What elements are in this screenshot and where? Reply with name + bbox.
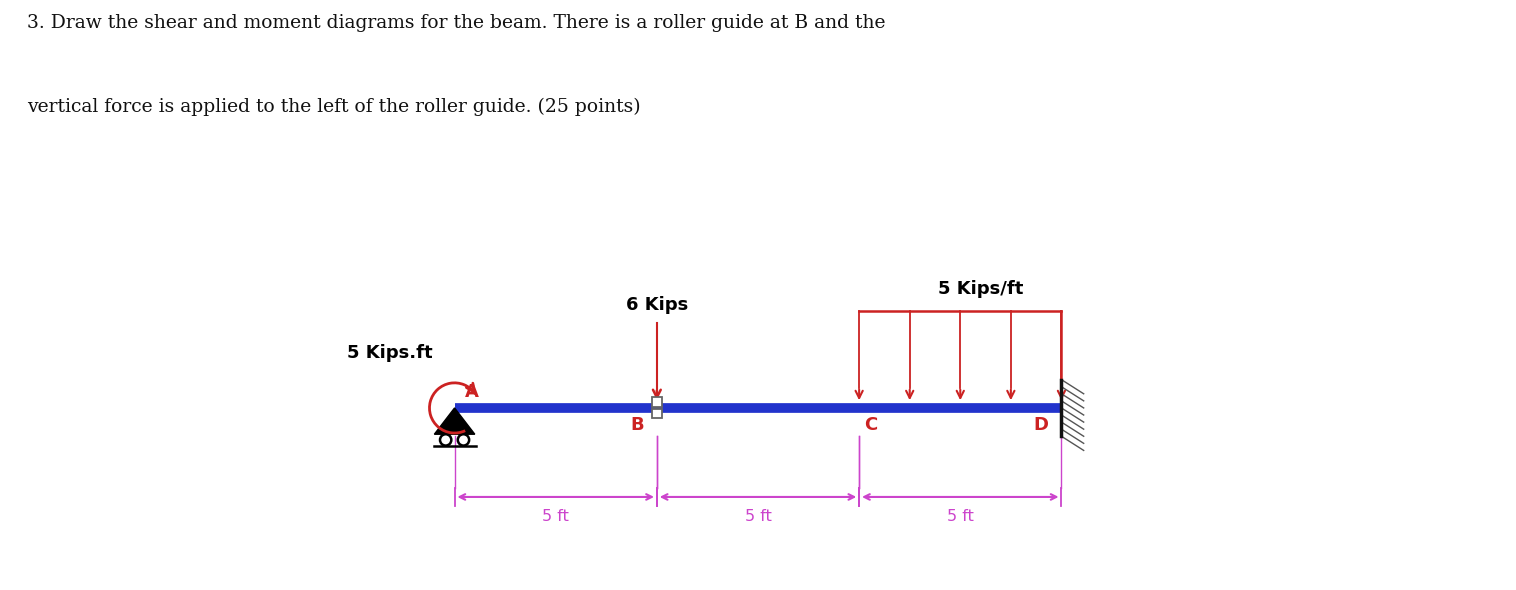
Bar [652,398,661,407]
Polygon shape [435,408,475,434]
Text: 5 Kips/ft: 5 Kips/ft [938,280,1023,298]
Text: D: D [1032,416,1048,434]
Bar [652,409,661,418]
Text: A: A [465,382,479,401]
Text: 3. Draw the shear and moment diagrams for the beam. There is a roller guide at B: 3. Draw the shear and moment diagrams fo… [27,14,885,32]
Text: B: B [631,416,644,434]
Text: vertical force is applied to the left of the roller guide. (25 points): vertical force is applied to the left of… [27,97,641,116]
Text: 5 ft: 5 ft [744,509,772,524]
Text: 5 Kips.ft: 5 Kips.ft [347,345,432,362]
Text: C: C [864,416,878,434]
Text: 6 Kips: 6 Kips [626,296,688,314]
Text: 5 ft: 5 ft [543,509,568,524]
Text: 5 ft: 5 ft [948,509,973,524]
